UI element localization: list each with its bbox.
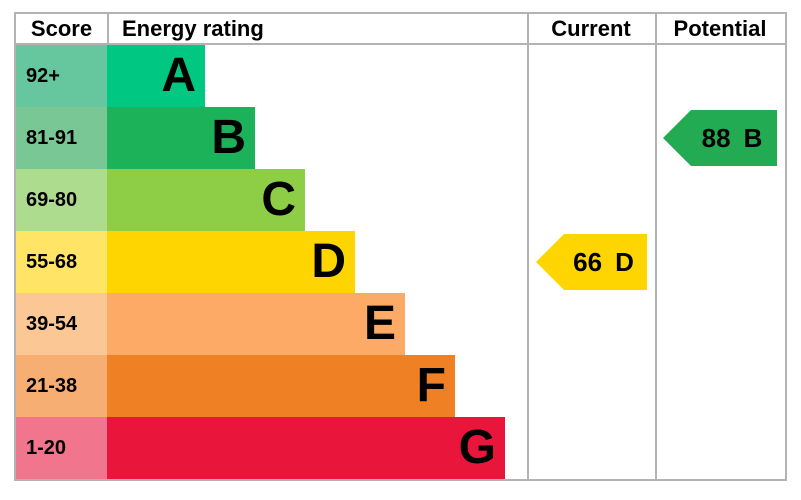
band-row-d: 55-68 D: [16, 231, 527, 293]
band-letter: F: [416, 359, 446, 412]
score-column-divider: [107, 14, 109, 43]
header-energy-rating: Energy rating: [122, 15, 264, 41]
band-score-range: 55-68: [16, 231, 107, 293]
band-row-f: 21-38 F: [16, 355, 527, 417]
band-row-b: 81-91 B: [16, 107, 527, 169]
band-row-a: 92+ A: [16, 45, 527, 107]
potential-band-letter: B: [743, 122, 763, 153]
band-score-range: 1-20: [16, 417, 107, 479]
band-bar-f: F: [107, 355, 455, 417]
band-letter: B: [211, 111, 246, 164]
band-bar-d: D: [107, 231, 355, 293]
band-score-range: 92+: [16, 45, 107, 107]
current-band-letter: D: [615, 246, 634, 277]
band-row-c: 69-80 C: [16, 169, 527, 231]
band-score-range: 69-80: [16, 169, 107, 231]
current-rating-arrow: 66 D: [536, 234, 647, 290]
band-letter: C: [261, 173, 296, 226]
header-score: Score: [30, 15, 93, 41]
header-current: Current: [551, 15, 631, 41]
epc-energy-rating-chart: Score Energy rating Current Potential 92…: [14, 12, 787, 481]
band-letter: G: [458, 421, 496, 474]
header-potential: Potential: [673, 15, 767, 41]
band-letter: E: [363, 297, 396, 350]
band-score-range: 21-38: [16, 355, 107, 417]
current-score-value: 66: [573, 246, 603, 277]
band-row-e: 39-54 E: [16, 293, 527, 355]
potential-score-value: 88: [701, 122, 731, 153]
band-bar-b: B: [107, 107, 255, 169]
band-bar-e: E: [107, 293, 405, 355]
band-bar-c: C: [107, 169, 305, 231]
band-letter: A: [161, 49, 196, 102]
band-score-range: 39-54: [16, 293, 107, 355]
band-row-g: 1-20 G: [16, 417, 527, 479]
potential-rating-arrow: 88 B: [663, 110, 777, 166]
band-bar-g: G: [107, 417, 505, 479]
potential-column-divider: [655, 14, 657, 479]
current-column-divider: [527, 14, 529, 479]
band-score-range: 81-91: [16, 107, 107, 169]
band-letter: D: [311, 235, 346, 288]
header-divider-line: [16, 43, 785, 45]
band-bar-a: A: [107, 45, 205, 107]
